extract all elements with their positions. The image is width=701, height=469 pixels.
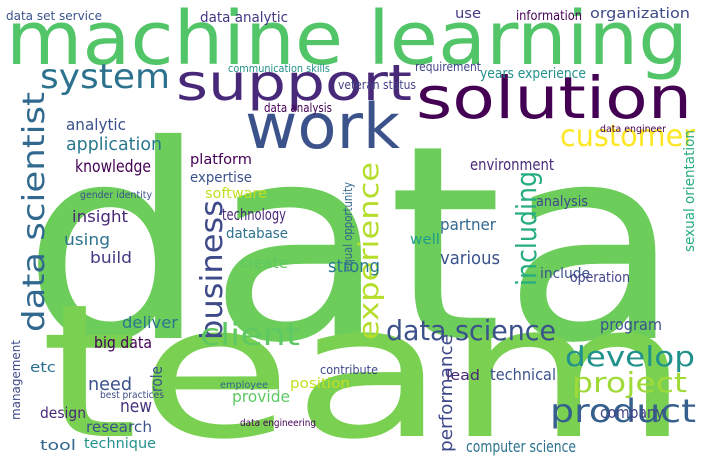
word: technical — [490, 365, 556, 384]
word: insight — [72, 207, 128, 226]
word: data scientist — [17, 92, 52, 332]
word: solution — [416, 64, 692, 132]
word: build — [90, 248, 132, 267]
word: client — [200, 318, 300, 353]
word: develop — [565, 340, 695, 373]
word: product — [550, 392, 696, 430]
word: data science — [386, 314, 556, 347]
word: performance — [436, 334, 457, 452]
word: database — [226, 226, 288, 242]
word: employee — [220, 380, 268, 391]
word: company — [600, 403, 664, 422]
word: analysis — [536, 194, 588, 210]
word: data engineering — [240, 418, 316, 429]
word: strong — [328, 256, 380, 277]
word: role — [147, 366, 166, 392]
word: software — [205, 186, 267, 202]
word: best practices — [100, 390, 164, 401]
word: provide — [232, 387, 290, 406]
word: big data — [94, 333, 152, 352]
word: expertise — [190, 170, 252, 186]
word: machine learning — [6, 0, 688, 82]
word: data analysis — [264, 101, 332, 115]
word: contribute — [320, 363, 378, 377]
word: technology — [222, 205, 286, 224]
word: various — [440, 248, 500, 269]
word: sexual orientation — [682, 130, 698, 252]
word: business — [195, 200, 230, 340]
word: position — [290, 376, 350, 392]
word: years experience — [480, 66, 586, 82]
word: using — [64, 230, 110, 249]
word: computer science — [466, 437, 576, 456]
word: system — [40, 57, 170, 97]
word: including — [510, 171, 543, 286]
word: include — [540, 266, 590, 282]
word: requirement — [415, 60, 481, 74]
word: application — [66, 134, 162, 155]
word: program — [600, 315, 662, 334]
word: operation — [570, 270, 630, 286]
word: communication skills — [228, 62, 330, 75]
word: new — [120, 396, 152, 417]
word: management — [9, 340, 23, 420]
word: design — [40, 404, 86, 422]
word: project — [572, 366, 687, 399]
word: organization — [590, 6, 690, 22]
word: information — [516, 9, 582, 24]
word: technique — [84, 436, 156, 452]
word: support — [176, 54, 412, 112]
word: environment — [470, 155, 554, 174]
word: partner — [440, 215, 496, 234]
word: etc — [30, 360, 56, 376]
word: platform — [190, 152, 252, 168]
word: veteran status — [338, 78, 416, 92]
word: lead — [446, 368, 480, 384]
word: create — [240, 254, 288, 272]
word: tool — [40, 438, 76, 454]
word: research — [86, 418, 152, 436]
word: team — [40, 264, 690, 469]
word: gender identity — [80, 190, 152, 201]
word: customer — [560, 119, 696, 154]
word: data analytic — [200, 10, 288, 26]
word: knowledge — [75, 157, 151, 177]
word: data engineer — [600, 124, 667, 135]
word: data set service — [6, 9, 102, 23]
word: analytic — [66, 115, 126, 134]
word: need — [88, 374, 132, 395]
word: data — [22, 87, 682, 402]
word: experience — [352, 162, 385, 340]
word: deliver — [122, 313, 178, 332]
word: use — [455, 6, 481, 22]
word: well — [410, 232, 440, 248]
word: work — [245, 90, 400, 163]
word: equal opportunity — [341, 182, 355, 272]
